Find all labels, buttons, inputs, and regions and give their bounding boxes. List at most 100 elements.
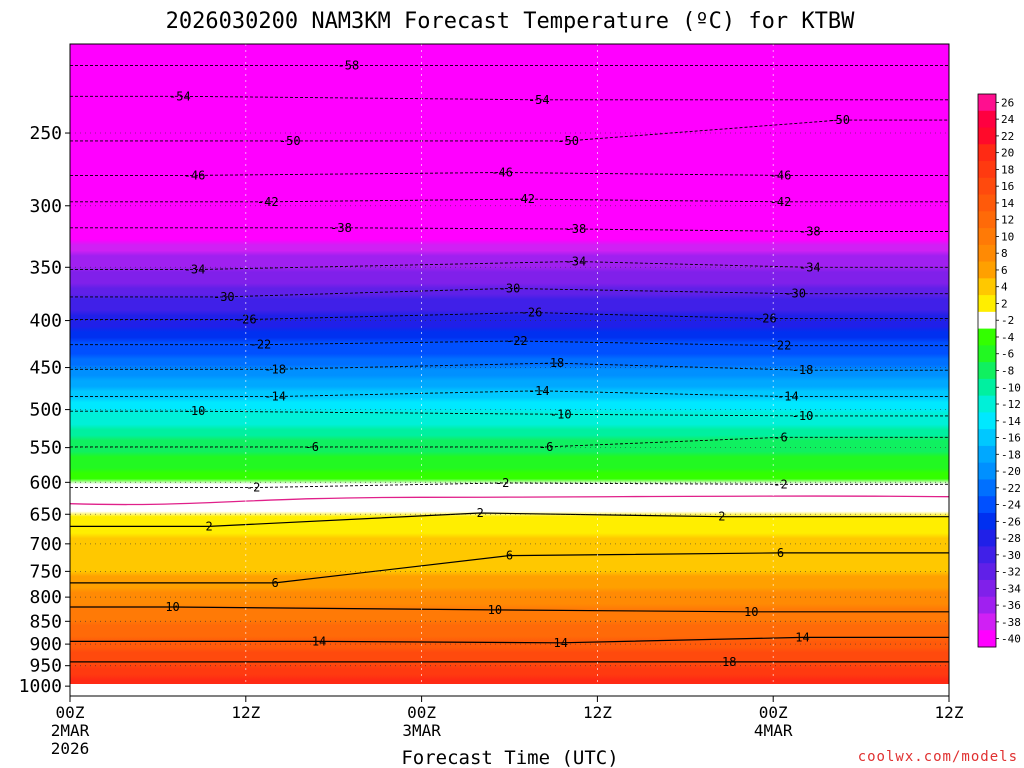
colorbar-swatch: [978, 110, 996, 129]
contour-label: -2: [773, 477, 787, 491]
contour-label: -18: [792, 363, 814, 377]
colorbar-swatch: [978, 295, 996, 313]
colorbar-label: 2: [1001, 297, 1008, 310]
colorbar-swatch: [978, 412, 996, 430]
contour-label: -30: [499, 281, 521, 295]
colorbar-swatch: [978, 244, 996, 263]
x-tick-label: 12Z: [231, 703, 260, 722]
plot-frame: [69, 43, 950, 697]
contour-label: 6: [506, 549, 513, 563]
y-tick-label: 250: [29, 123, 62, 144]
contour-label: -46: [184, 168, 206, 182]
contour-label: -6: [539, 440, 553, 454]
colorbar-swatch: [978, 94, 996, 112]
contour-label: -30: [213, 290, 235, 304]
contour-label: -58: [338, 58, 360, 72]
colorbar-swatch: [978, 144, 996, 162]
colorbar-label: 16: [1001, 180, 1014, 193]
colorbar-label: 4: [1001, 281, 1008, 294]
contour-label: 6: [777, 546, 784, 560]
colorbar-swatch: [978, 328, 996, 346]
isotherm--2: [70, 482, 949, 489]
colorbar-swatch: [978, 429, 996, 447]
isotherm--38: [70, 227, 949, 232]
colorbar-label: -32: [1001, 566, 1021, 579]
colorbar-label: 8: [1001, 247, 1008, 260]
contour-label: -2: [246, 481, 260, 495]
isotherm--26: [70, 312, 949, 321]
colorbar-swatch: [978, 278, 996, 296]
contour-label: -50: [557, 134, 579, 148]
colorbar-label: -30: [1001, 549, 1021, 562]
colorbar-label: 18: [1001, 163, 1014, 176]
contour-label: -22: [770, 339, 792, 353]
contour-label: -38: [330, 221, 352, 235]
colorbar-swatch: [978, 177, 996, 196]
contour-label: -26: [235, 313, 257, 327]
contour-label: -10: [184, 404, 206, 418]
colorbar-label: 26: [1001, 96, 1014, 109]
colorbar-swatch: [978, 546, 996, 564]
freezing-level-line: [70, 495, 949, 506]
colorbar-swatch: [978, 311, 996, 330]
contour-label: -38: [565, 222, 587, 236]
contour-label: 2: [718, 510, 725, 524]
y-axis: 2503003504004505005506006507007508008509…: [19, 123, 70, 697]
x-tick-label: 00Z: [407, 703, 436, 722]
contour-label: -26: [755, 312, 777, 326]
y-tick-label: 750: [29, 561, 62, 582]
y-tick-label: 950: [29, 656, 62, 677]
temperature-field: [70, 44, 949, 684]
colorbar-label: -40: [1001, 633, 1021, 646]
colorbar-label: -2: [1001, 314, 1014, 327]
colorbar-label: 6: [1001, 264, 1008, 277]
colorbar-label: -4: [1001, 331, 1015, 344]
colorbar-label: -8: [1001, 365, 1014, 378]
colorbar-label: 20: [1001, 147, 1014, 160]
contour-label: -42: [513, 192, 535, 206]
colorbar-label: -26: [1001, 515, 1021, 528]
contour-label: -34: [184, 263, 206, 277]
colorbar-label: 14: [1001, 197, 1015, 210]
isotherm-6: [70, 552, 949, 584]
contour-label: 14: [795, 630, 809, 644]
x-tick-date: 2MAR: [51, 721, 90, 740]
isotherm--10: [70, 410, 949, 417]
grid-lines: [70, 44, 949, 684]
contour-label: 6: [271, 576, 278, 590]
colorbar-swatch: [978, 563, 996, 581]
y-tick-label: 650: [29, 504, 62, 525]
colorbar-label: 22: [1001, 130, 1014, 143]
colorbar-swatch: [978, 613, 996, 631]
isotherm--30: [70, 287, 949, 298]
chart-title: 2026030200 NAM3KM Forecast Temperature (…: [166, 9, 856, 34]
contour-label: 2: [206, 519, 213, 533]
isotherm--42: [70, 198, 949, 203]
contour-label: -34: [799, 260, 821, 274]
contour-label: -2: [495, 476, 509, 490]
x-tick-label: 00Z: [56, 703, 85, 722]
colorbar-swatch: [978, 529, 996, 547]
isotherm--18: [70, 362, 949, 371]
x-tick-date: 3MAR: [402, 721, 441, 740]
y-tick-label: 1000: [19, 676, 62, 697]
colorbar-label: -20: [1001, 465, 1021, 478]
contour-label: -42: [257, 195, 279, 209]
colorbar-swatch: [978, 228, 996, 246]
isotherm--6: [70, 436, 949, 448]
credit-link[interactable]: coolwx.com/models: [858, 749, 1018, 765]
colorbar-label: -12: [1001, 398, 1021, 411]
colorbar-swatch: [978, 445, 996, 464]
contour-label: -50: [279, 134, 301, 148]
colorbar-swatch: [978, 378, 996, 397]
y-tick-label: 500: [29, 400, 62, 421]
contour-label: 10: [744, 605, 758, 619]
ground-surface: [70, 684, 949, 696]
colorbar-swatch: [978, 211, 996, 229]
contour-label: -18: [543, 356, 565, 370]
contour-label: -14: [264, 390, 286, 404]
contour-label: 2: [477, 506, 484, 520]
y-tick-label: 400: [29, 311, 62, 332]
colorbar-swatch: [978, 345, 996, 363]
colorbar-swatch: [978, 496, 996, 514]
